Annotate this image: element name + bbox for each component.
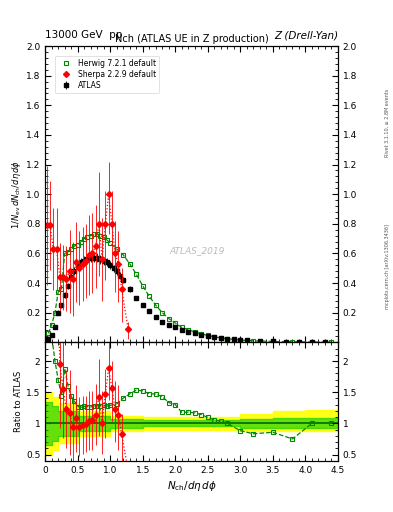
- Sherpa 2.2.9 default: [70, 275, 75, 282]
- Herwig 7.2.1 default: [206, 332, 210, 338]
- Herwig 7.2.1 default: [147, 293, 152, 300]
- Sherpa 2.2.9 default: [93, 243, 98, 249]
- Sherpa 2.2.9 default: [57, 274, 62, 280]
- Sherpa 2.2.9 default: [67, 268, 72, 274]
- Herwig 7.2.1 default: [310, 339, 314, 345]
- Herwig 7.2.1 default: [85, 234, 90, 240]
- Text: ATLAS_2019: ATLAS_2019: [170, 246, 225, 255]
- Herwig 7.2.1 default: [160, 310, 165, 316]
- Herwig 7.2.1 default: [101, 234, 106, 240]
- Sherpa 2.2.9 default: [44, 222, 49, 228]
- Y-axis label: Ratio to ATLAS: Ratio to ATLAS: [14, 371, 23, 432]
- Herwig 7.2.1 default: [92, 231, 96, 237]
- Herwig 7.2.1 default: [290, 339, 295, 345]
- Sherpa 2.2.9 default: [54, 246, 59, 252]
- Herwig 7.2.1 default: [53, 310, 57, 316]
- Herwig 7.2.1 default: [75, 242, 80, 248]
- Herwig 7.2.1 default: [66, 249, 70, 255]
- Herwig 7.2.1 default: [50, 322, 54, 328]
- Herwig 7.2.1 default: [212, 334, 217, 340]
- Herwig 7.2.1 default: [219, 335, 223, 341]
- Herwig 7.2.1 default: [98, 232, 103, 239]
- Herwig 7.2.1 default: [59, 286, 64, 292]
- Line: Sherpa 2.2.9 default: Sherpa 2.2.9 default: [45, 192, 130, 331]
- Text: Rivet 3.1.10, ≥ 2.8M events: Rivet 3.1.10, ≥ 2.8M events: [385, 89, 389, 157]
- Herwig 7.2.1 default: [105, 237, 109, 243]
- Herwig 7.2.1 default: [238, 337, 243, 343]
- Herwig 7.2.1 default: [225, 336, 230, 342]
- Sherpa 2.2.9 default: [51, 246, 56, 252]
- Herwig 7.2.1 default: [127, 261, 132, 267]
- Title: Nch (ATLAS UE in Z production): Nch (ATLAS UE in Z production): [115, 34, 268, 44]
- Herwig 7.2.1 default: [134, 271, 139, 278]
- Herwig 7.2.1 default: [140, 283, 145, 289]
- Sherpa 2.2.9 default: [106, 191, 111, 197]
- Line: Herwig 7.2.1 default: Herwig 7.2.1 default: [46, 232, 334, 345]
- Sherpa 2.2.9 default: [83, 258, 88, 264]
- Herwig 7.2.1 default: [186, 327, 191, 333]
- Sherpa 2.2.9 default: [64, 275, 69, 282]
- Sherpa 2.2.9 default: [100, 257, 105, 263]
- Herwig 7.2.1 default: [95, 231, 99, 237]
- Sherpa 2.2.9 default: [126, 326, 130, 332]
- Sherpa 2.2.9 default: [116, 261, 121, 267]
- Sherpa 2.2.9 default: [90, 250, 95, 257]
- Sherpa 2.2.9 default: [103, 221, 108, 227]
- Herwig 7.2.1 default: [193, 329, 197, 335]
- Herwig 7.2.1 default: [121, 252, 126, 258]
- Herwig 7.2.1 default: [82, 236, 86, 242]
- Y-axis label: $1/N_\mathrm{ev}\,dN_\mathrm{ch}/d\eta\,d\phi$: $1/N_\mathrm{ev}\,dN_\mathrm{ch}/d\eta\,…: [10, 160, 23, 229]
- Herwig 7.2.1 default: [270, 338, 275, 345]
- Sherpa 2.2.9 default: [80, 261, 85, 267]
- Herwig 7.2.1 default: [72, 243, 77, 249]
- Herwig 7.2.1 default: [69, 246, 73, 252]
- Sherpa 2.2.9 default: [87, 252, 92, 258]
- Herwig 7.2.1 default: [153, 302, 158, 308]
- Herwig 7.2.1 default: [167, 315, 171, 322]
- Herwig 7.2.1 default: [173, 320, 178, 326]
- Sherpa 2.2.9 default: [97, 221, 101, 227]
- Text: mcplots.cern.ch [arXiv:1306.3436]: mcplots.cern.ch [arXiv:1306.3436]: [385, 224, 389, 309]
- Sherpa 2.2.9 default: [61, 274, 66, 280]
- Herwig 7.2.1 default: [251, 338, 256, 344]
- Sherpa 2.2.9 default: [48, 222, 52, 228]
- X-axis label: $N_\mathrm{ch}/d\eta\,d\phi$: $N_\mathrm{ch}/d\eta\,d\phi$: [167, 479, 217, 493]
- Herwig 7.2.1 default: [56, 289, 61, 295]
- Sherpa 2.2.9 default: [77, 265, 82, 271]
- Herwig 7.2.1 default: [62, 250, 67, 257]
- Sherpa 2.2.9 default: [119, 286, 124, 292]
- Text: 13000 GeV  pp: 13000 GeV pp: [45, 30, 123, 40]
- Herwig 7.2.1 default: [329, 339, 334, 345]
- Sherpa 2.2.9 default: [74, 259, 79, 265]
- Sherpa 2.2.9 default: [113, 250, 118, 257]
- Herwig 7.2.1 default: [199, 331, 204, 337]
- Herwig 7.2.1 default: [46, 330, 51, 336]
- Herwig 7.2.1 default: [108, 240, 113, 246]
- Legend: Herwig 7.2.1 default, Sherpa 2.2.9 default, ATLAS: Herwig 7.2.1 default, Sherpa 2.2.9 defau…: [55, 56, 159, 93]
- Herwig 7.2.1 default: [88, 232, 93, 239]
- Herwig 7.2.1 default: [180, 325, 184, 331]
- Text: Z (Drell-Yan): Z (Drell-Yan): [274, 30, 338, 40]
- Sherpa 2.2.9 default: [110, 221, 114, 227]
- Herwig 7.2.1 default: [114, 246, 119, 252]
- Herwig 7.2.1 default: [79, 239, 83, 245]
